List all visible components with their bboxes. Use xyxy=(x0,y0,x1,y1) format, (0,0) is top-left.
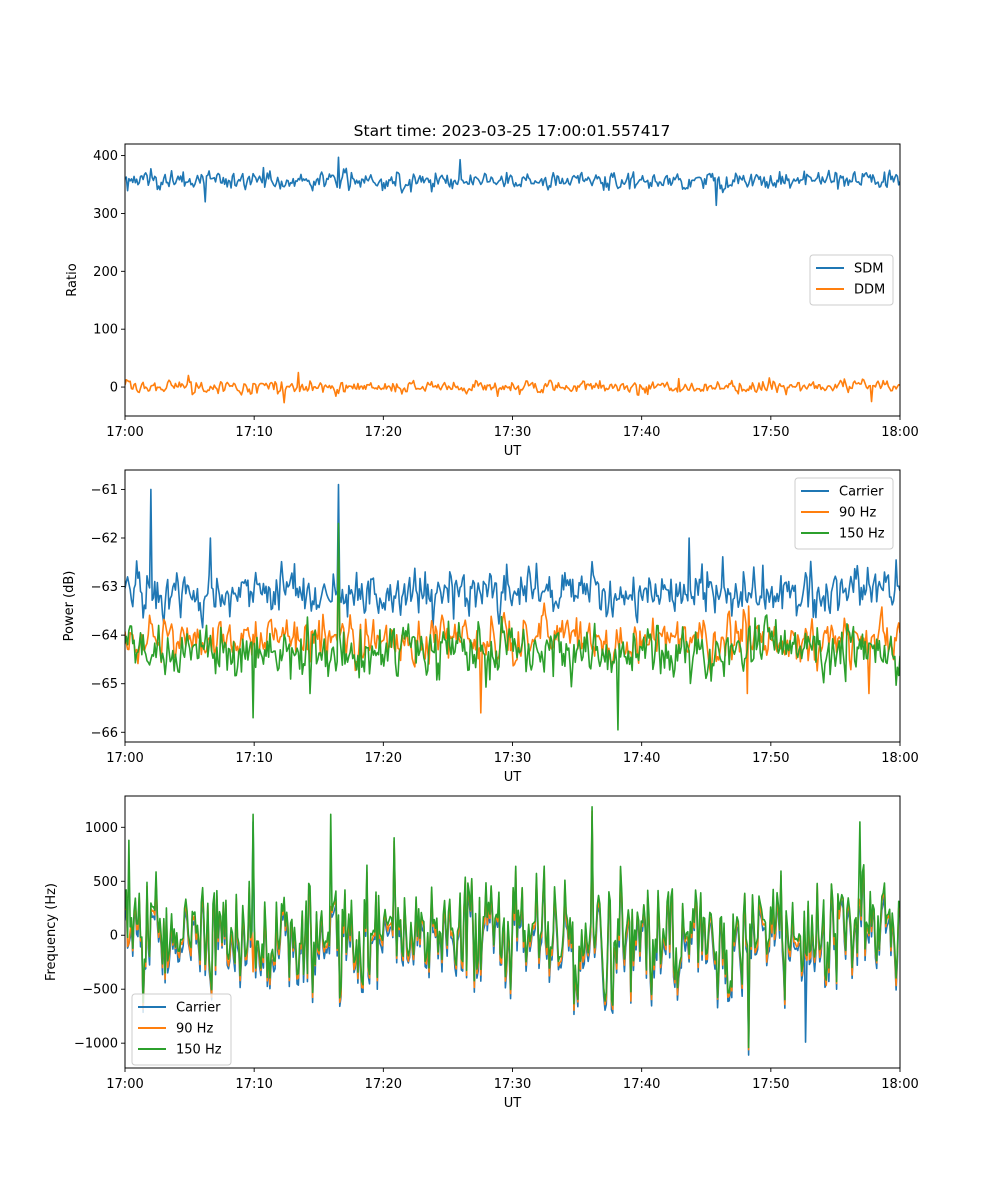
x-axis-label: UT xyxy=(504,1096,522,1111)
x-tick-label: 17:10 xyxy=(235,751,272,766)
x-tick-label: 17:00 xyxy=(106,1077,143,1092)
legend-label: 150 Hz xyxy=(839,527,885,542)
x-tick-label: 17:40 xyxy=(623,1077,660,1092)
legend-label: DDM xyxy=(854,283,885,298)
x-tick-label: 18:00 xyxy=(881,425,918,440)
x-tick-label: 17:30 xyxy=(494,751,531,766)
x-tick-label: 17:30 xyxy=(494,1077,531,1092)
series-ddm-line xyxy=(125,371,900,404)
x-tick-label: 17:20 xyxy=(365,1077,402,1092)
y-tick-label: 500 xyxy=(93,875,118,890)
x-tick-label: 17:30 xyxy=(494,425,531,440)
y-tick-label: −66 xyxy=(91,726,118,741)
series-carrier-line xyxy=(125,483,900,629)
series-90-hz-line xyxy=(125,537,900,714)
y-tick-label: −63 xyxy=(91,580,118,595)
x-tick-label: 17:00 xyxy=(106,751,143,766)
x-axis-label: UT xyxy=(504,770,522,785)
ratio-panel: 17:00 17:10 17:20 17:30 17:40 17:50 18:00 0 100 2… xyxy=(65,143,919,459)
legend-label: Carrier xyxy=(176,1001,221,1016)
y-tick-label: −500 xyxy=(82,983,118,998)
figure-title: Start time: 2023-03-25 17:00:01.557417 xyxy=(354,122,671,140)
y-tick-label: −65 xyxy=(91,677,118,692)
legend: SDM DDM xyxy=(809,254,894,306)
y-tick-label: 1000 xyxy=(85,821,118,836)
y-tick-label: 0 xyxy=(110,929,118,944)
x-tick-label: 17:40 xyxy=(623,751,660,766)
legend-label: 90 Hz xyxy=(839,506,876,521)
series-150-hz-line xyxy=(125,805,900,1049)
x-tick-label: 17:50 xyxy=(752,425,789,440)
frequency-panel: 17:00 17:10 17:20 17:30 17:40 17:50 18:00 −1000… xyxy=(44,795,919,1111)
y-tick-label: −61 xyxy=(91,483,118,498)
y-tick-label: −62 xyxy=(91,532,118,547)
y-tick-label: −64 xyxy=(91,629,118,644)
x-tick-label: 17:50 xyxy=(752,751,789,766)
power-panel: 17:00 17:10 17:20 17:30 17:40 17:50 18:00 −66 −6… xyxy=(62,469,919,785)
series-sdm-line xyxy=(125,156,900,207)
y-tick-label: 100 xyxy=(93,323,118,338)
x-tick-label: 18:00 xyxy=(881,1077,918,1092)
x-tick-label: 18:00 xyxy=(881,751,918,766)
y-tick-label: −1000 xyxy=(74,1037,118,1052)
axes-frame xyxy=(124,469,901,743)
legend-label: SDM xyxy=(854,262,883,277)
legend-label: 90 Hz xyxy=(176,1022,213,1037)
legend: Carrier 90 Hz 150 Hz xyxy=(131,993,232,1066)
y-tick-label: 0 xyxy=(110,381,118,396)
x-tick-label: 17:20 xyxy=(365,425,402,440)
legend-label: Carrier xyxy=(839,485,884,500)
y-tick-label: 400 xyxy=(93,149,118,164)
x-axis-label: UT xyxy=(504,444,522,459)
axes-frame xyxy=(124,143,901,417)
legend-label: 150 Hz xyxy=(176,1043,222,1058)
x-tick-label: 17:00 xyxy=(106,425,143,440)
y-axis-label: Ratio xyxy=(65,263,80,296)
x-tick-label: 17:10 xyxy=(235,425,272,440)
x-tick-label: 17:20 xyxy=(365,751,402,766)
series-150-hz-line xyxy=(125,522,900,731)
legend: Carrier 90 Hz 150 Hz xyxy=(794,477,894,550)
x-tick-label: 17:10 xyxy=(235,1077,272,1092)
y-tick-label: 300 xyxy=(93,207,118,222)
x-tick-label: 17:40 xyxy=(623,425,660,440)
x-tick-label: 17:50 xyxy=(752,1077,789,1092)
y-axis-label: Frequency (Hz) xyxy=(44,883,59,981)
y-axis-label: Power (dB) xyxy=(62,571,77,642)
y-tick-label: 200 xyxy=(93,265,118,280)
